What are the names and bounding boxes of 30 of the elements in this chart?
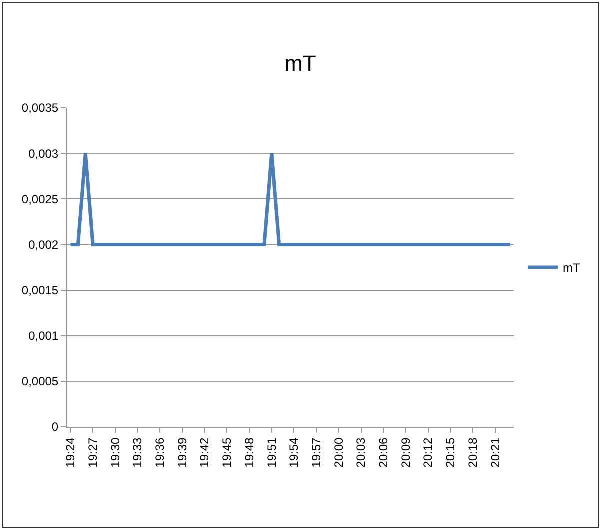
x-tick-label: 19:45 bbox=[220, 437, 234, 468]
y-tick-label: 0,0035 bbox=[22, 101, 59, 116]
x-tick-label: 20:12 bbox=[421, 437, 436, 468]
x-tick-label: 19:57 bbox=[309, 437, 324, 468]
x-tick-label: 20:03 bbox=[354, 437, 368, 468]
x-tick-label: 19:39 bbox=[175, 437, 190, 468]
x-tick-label: 20:15 bbox=[444, 437, 458, 468]
y-tick-label: 0,0015 bbox=[22, 283, 59, 298]
x-tick-label: 19:51 bbox=[264, 437, 279, 468]
x-tick-label: 20:00 bbox=[332, 437, 346, 468]
x-tick-label: 20:06 bbox=[376, 437, 391, 468]
x-tick-label: 20:21 bbox=[488, 437, 502, 468]
x-tick-label: 19:36 bbox=[153, 437, 168, 468]
legend-label: mT bbox=[562, 261, 581, 276]
chart-title: mT bbox=[284, 50, 316, 76]
x-tick-label: 19:27 bbox=[86, 437, 100, 468]
y-tick-label: 0,002 bbox=[28, 238, 59, 252]
y-tick-label: 0 bbox=[52, 420, 59, 434]
x-tick-label: 19:42 bbox=[198, 437, 212, 468]
x-tick-label: 19:24 bbox=[64, 437, 78, 468]
y-tick-label: 0,0025 bbox=[22, 192, 59, 206]
x-tick-label: 19:33 bbox=[130, 437, 145, 468]
y-tick-label: 0,003 bbox=[28, 146, 59, 161]
x-tick-label: 19:54 bbox=[287, 437, 302, 468]
y-tick-label: 0,001 bbox=[28, 329, 59, 344]
x-tick-label: 20:09 bbox=[398, 437, 413, 468]
x-tick-label: 19:48 bbox=[242, 437, 256, 468]
x-tick-label: 19:30 bbox=[108, 437, 122, 468]
x-tick-label: 20:18 bbox=[466, 437, 480, 468]
y-tick-label: 0,0005 bbox=[22, 374, 59, 389]
